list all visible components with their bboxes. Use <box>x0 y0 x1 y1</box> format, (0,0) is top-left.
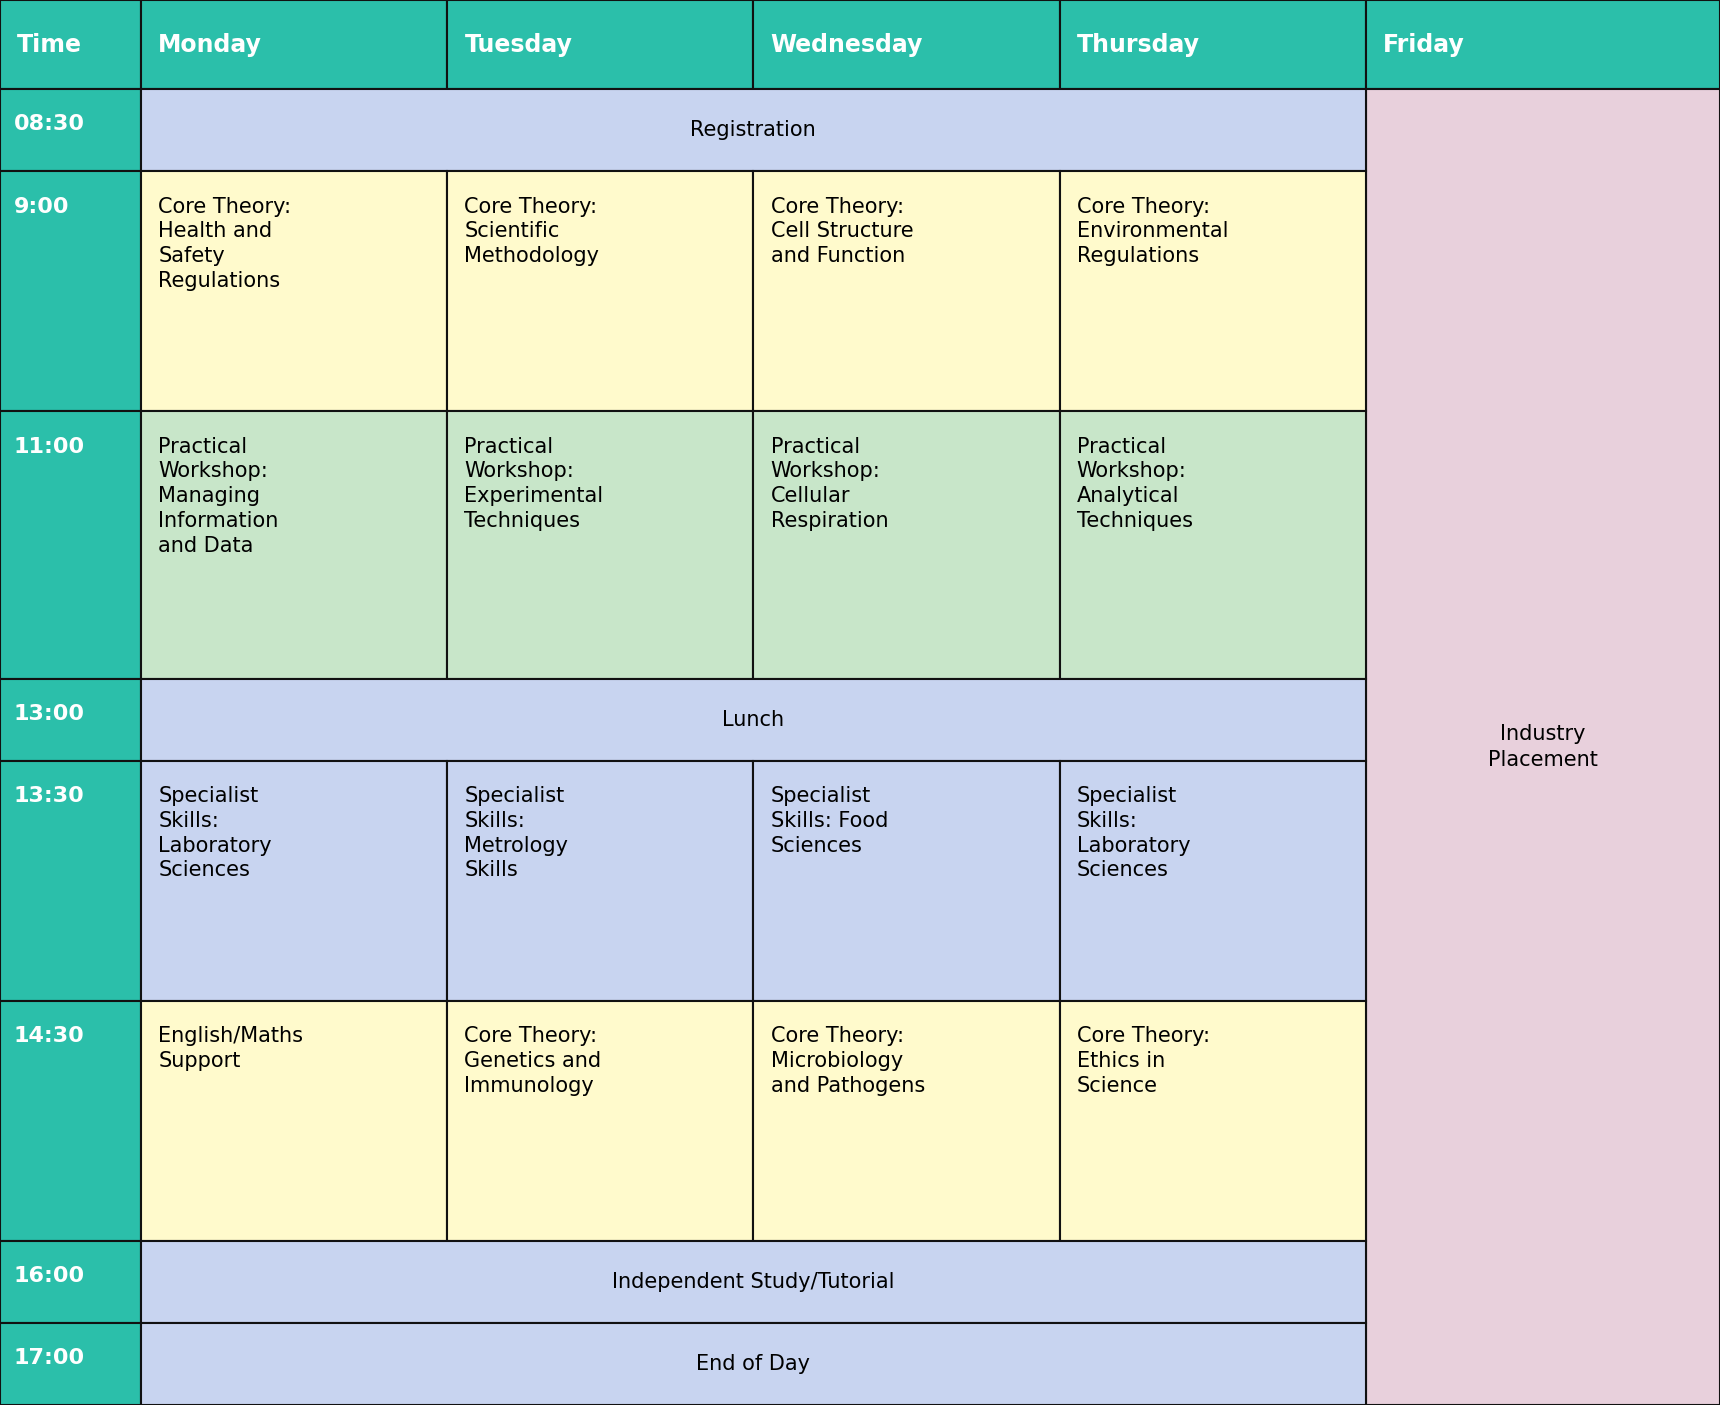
Text: Time: Time <box>17 32 83 56</box>
Bar <box>1060 1000 1366 1241</box>
Bar <box>141 1241 1366 1322</box>
Bar <box>753 0 1060 89</box>
Bar <box>753 1000 1060 1241</box>
Bar <box>1366 0 1720 89</box>
Bar <box>1366 89 1720 1405</box>
Text: Practical
Workshop:
Experimental
Techniques: Practical Workshop: Experimental Techniq… <box>464 437 604 531</box>
Text: Thursday: Thursday <box>1077 32 1201 56</box>
Text: English/Maths
Support: English/Maths Support <box>158 1026 303 1071</box>
Bar <box>0 0 141 89</box>
Bar <box>1060 0 1366 89</box>
Bar <box>0 760 141 1000</box>
Text: 16:00: 16:00 <box>14 1266 84 1286</box>
Text: Core Theory:
Microbiology
and Pathogens: Core Theory: Microbiology and Pathogens <box>771 1026 925 1096</box>
Bar <box>141 1000 447 1241</box>
Text: Specialist
Skills: Food
Sciences: Specialist Skills: Food Sciences <box>771 785 888 856</box>
Text: Registration: Registration <box>690 121 817 140</box>
Bar <box>447 760 753 1000</box>
Text: 9:00: 9:00 <box>14 197 69 216</box>
Bar <box>0 1322 141 1405</box>
Bar <box>0 171 141 412</box>
Bar <box>447 412 753 679</box>
Bar <box>141 679 1366 760</box>
Text: Core Theory:
Scientific
Methodology: Core Theory: Scientific Methodology <box>464 197 599 266</box>
Text: Specialist
Skills:
Metrology
Skills: Specialist Skills: Metrology Skills <box>464 785 568 881</box>
Bar <box>447 0 753 89</box>
Bar <box>141 171 447 412</box>
Text: Friday: Friday <box>1383 32 1465 56</box>
Bar <box>0 1000 141 1241</box>
Text: Core Theory:
Health and
Safety
Regulations: Core Theory: Health and Safety Regulatio… <box>158 197 291 291</box>
Bar <box>753 760 1060 1000</box>
Bar <box>0 412 141 679</box>
Text: Tuesday: Tuesday <box>464 32 573 56</box>
Bar <box>1060 171 1366 412</box>
Text: Practical
Workshop:
Cellular
Respiration: Practical Workshop: Cellular Respiration <box>771 437 888 531</box>
Text: Specialist
Skills:
Laboratory
Sciences: Specialist Skills: Laboratory Sciences <box>1077 785 1190 881</box>
Bar <box>141 412 447 679</box>
Text: Core Theory:
Cell Structure
and Function: Core Theory: Cell Structure and Function <box>771 197 913 266</box>
Bar <box>141 1322 1366 1405</box>
Text: Practical
Workshop:
Managing
Information
and Data: Practical Workshop: Managing Information… <box>158 437 279 556</box>
Bar <box>141 0 447 89</box>
Text: Lunch: Lunch <box>722 710 784 729</box>
Text: 13:30: 13:30 <box>14 785 84 806</box>
Text: 13:00: 13:00 <box>14 704 84 724</box>
Bar <box>0 89 141 171</box>
Bar <box>753 412 1060 679</box>
Bar <box>753 171 1060 412</box>
Bar <box>447 171 753 412</box>
Bar <box>0 1241 141 1322</box>
Bar <box>447 1000 753 1241</box>
Text: Monday: Monday <box>158 32 261 56</box>
Bar <box>141 89 1366 171</box>
Text: Core Theory:
Genetics and
Immunology: Core Theory: Genetics and Immunology <box>464 1026 602 1096</box>
Text: Specialist
Skills:
Laboratory
Sciences: Specialist Skills: Laboratory Sciences <box>158 785 272 881</box>
Bar <box>1060 412 1366 679</box>
Text: 17:00: 17:00 <box>14 1347 84 1368</box>
Text: 11:00: 11:00 <box>14 437 84 457</box>
Text: Independent Study/Tutorial: Independent Study/Tutorial <box>612 1272 894 1291</box>
Text: Industry
Placement: Industry Placement <box>1488 724 1598 770</box>
Text: Core Theory:
Ethics in
Science: Core Theory: Ethics in Science <box>1077 1026 1209 1096</box>
Text: Wednesday: Wednesday <box>771 32 924 56</box>
Text: End of Day: End of Day <box>697 1354 810 1374</box>
Bar <box>141 760 447 1000</box>
Bar <box>1060 760 1366 1000</box>
Text: 14:30: 14:30 <box>14 1026 84 1045</box>
Text: 08:30: 08:30 <box>14 114 84 135</box>
Bar <box>0 679 141 760</box>
Text: Core Theory:
Environmental
Regulations: Core Theory: Environmental Regulations <box>1077 197 1228 266</box>
Text: Practical
Workshop:
Analytical
Techniques: Practical Workshop: Analytical Technique… <box>1077 437 1192 531</box>
